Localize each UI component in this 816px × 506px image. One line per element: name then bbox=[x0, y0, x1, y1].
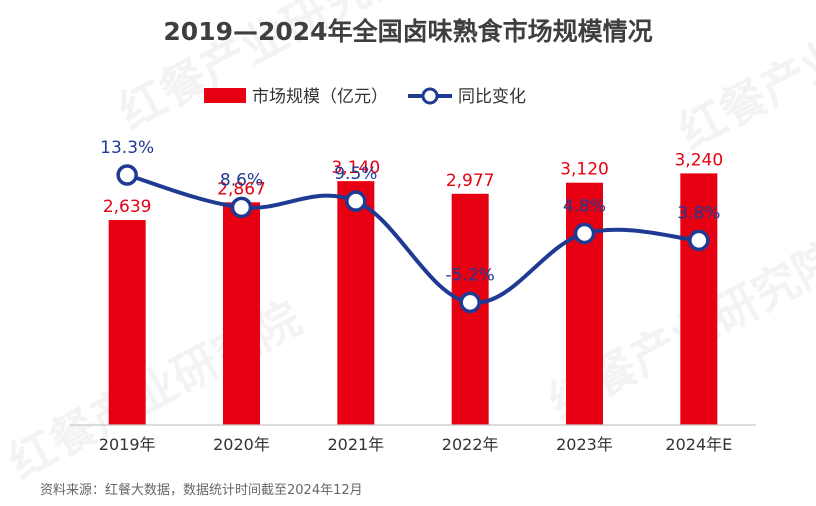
bar-6 bbox=[680, 173, 718, 425]
bar-value-label-5: 3,120 bbox=[560, 160, 609, 180]
line-point-2 bbox=[230, 196, 253, 219]
bar-value-label-1: 2,639 bbox=[103, 197, 152, 217]
line-markers bbox=[116, 164, 710, 314]
line-point-5 bbox=[573, 222, 596, 245]
legend-bar-label: 市场规模（亿元） bbox=[252, 87, 388, 107]
chart-title: 2019—2024年全国卤味熟食市场规模情况 bbox=[163, 17, 652, 46]
watermark-top-right: 红餐产业研究院 bbox=[670, 0, 816, 160]
x-tick-label-6: 2024年E bbox=[665, 435, 732, 454]
line-series bbox=[126, 173, 699, 305]
legend-bar-swatch bbox=[204, 88, 246, 103]
source-note: 资料来源：红餐大数据，数据统计时间截至2024年12月 bbox=[40, 482, 363, 498]
line-point-1 bbox=[116, 164, 138, 186]
bar-value-label-6: 3,240 bbox=[674, 150, 723, 170]
legend-line-marker bbox=[421, 87, 439, 105]
line-value-label-5: 4.8% bbox=[563, 197, 606, 217]
x-tick-label-4: 2022年 bbox=[442, 435, 499, 454]
line-value-label-1: 13.3% bbox=[100, 138, 154, 158]
x-tick-label-3: 2021年 bbox=[327, 435, 384, 454]
bar-value-label-3: 3,140 bbox=[331, 158, 380, 178]
bar-labels: 2,639 2,867 3,140 2,977 3,120 3,240 bbox=[103, 150, 723, 217]
x-tick-label-1: 2019年 bbox=[99, 435, 156, 454]
legend: 市场规模（亿元） 同比变化 bbox=[204, 87, 526, 107]
bar-2 bbox=[223, 202, 260, 425]
line-value-label-6: 3.8% bbox=[677, 203, 720, 223]
bar-value-label-2: 2,867 bbox=[217, 179, 266, 199]
line-point-4 bbox=[459, 291, 481, 314]
line-labels: 13.3% 8.6% 9.5% -5.2% 4.8% 3.8% bbox=[100, 138, 720, 285]
line-point-6 bbox=[688, 229, 710, 252]
bar-5 bbox=[566, 182, 603, 425]
line-value-label-2: 8.6% bbox=[220, 170, 263, 190]
x-tick-label-5: 2023年 bbox=[556, 435, 613, 454]
legend-line-label: 同比变化 bbox=[458, 87, 526, 107]
x-tick-labels: 2019年 2020年 2021年 2022年 2023年 2024年E bbox=[99, 435, 732, 454]
watermark-bottom-left: 红餐产业研究院 bbox=[0, 291, 309, 490]
line-point-3 bbox=[345, 190, 367, 212]
bar-1 bbox=[108, 220, 146, 425]
line-value-label-3: 9.5% bbox=[334, 164, 377, 184]
bar-3 bbox=[337, 181, 375, 425]
line-value-label-4: -5.2% bbox=[446, 265, 495, 285]
bar-value-label-4: 2,977 bbox=[446, 171, 495, 191]
x-tick-label-2: 2020年 bbox=[213, 435, 270, 454]
